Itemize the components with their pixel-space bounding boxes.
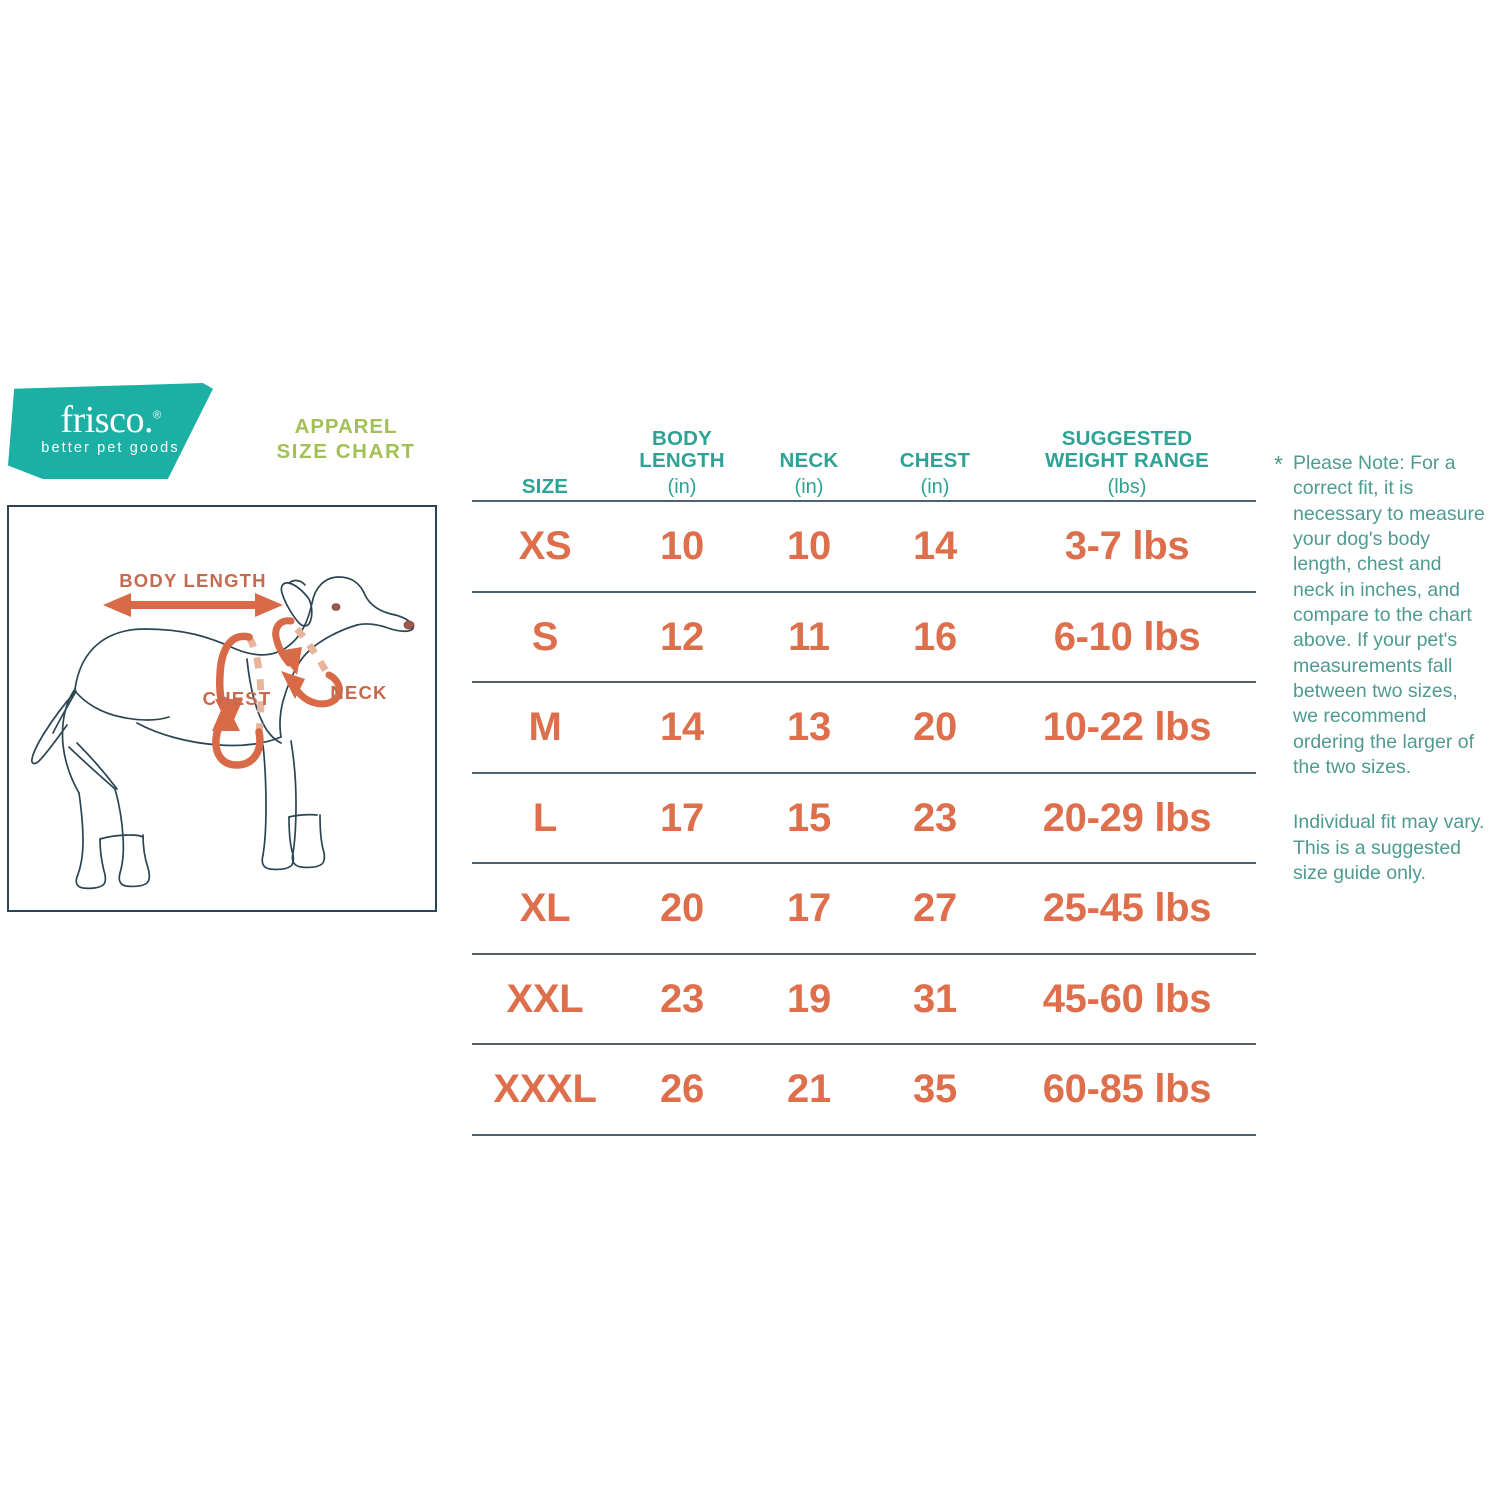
cell-weight: 6-10 lbs [1053, 614, 1201, 659]
neck-label: NECK [330, 682, 387, 703]
brand-name: frisco [60, 399, 144, 441]
cell-body-length: 20 [660, 886, 704, 931]
neck-measurement-loop-icon [272, 617, 343, 708]
column-header-suggested-weight-range: SUGGESTED WEIGHT RANGE (lbs) [998, 428, 1256, 500]
cell-chest: 16 [913, 614, 957, 659]
cell-size: XL [519, 886, 571, 931]
cell-body-length: 14 [660, 705, 704, 750]
dog-outline-icon [31, 576, 415, 890]
cell-size: XXXL [493, 1067, 597, 1112]
cell-chest: 23 [913, 795, 957, 840]
apparel-size-table: SIZE BODY LENGTH (in) NECK (in) CHEST (i… [472, 412, 1256, 1136]
chest-label: CHEST [203, 688, 272, 709]
cell-chest: 35 [913, 1067, 957, 1112]
body-length-arrow-icon [103, 593, 283, 617]
column-header-size-label: SIZE [521, 475, 569, 499]
brand-tagline: better pet goods [41, 440, 180, 456]
column-header-weight-unit: (lbs) [1107, 475, 1147, 498]
table-row: XL 20 17 27 25-45 lbs [472, 862, 1256, 953]
cell-size: L [532, 795, 558, 840]
table-row: S 12 11 16 6-10 lbs [472, 590, 1256, 682]
column-header-size: SIZE [472, 476, 618, 500]
table-row: XXXL 26 21 35 60-85 lbs [472, 1043, 1256, 1136]
cell-body-length: 23 [660, 976, 704, 1021]
cell-neck: 11 [788, 614, 830, 659]
column-header-body-length: BODY LENGTH (in) [618, 428, 746, 500]
registered-trademark-icon: ® [152, 409, 161, 422]
note-paragraph-2: Individual fit may vary. This is a sugge… [1293, 811, 1485, 885]
cell-body-length: 10 [660, 524, 704, 569]
body-length-label: BODY LENGTH [119, 570, 267, 591]
cell-size: XS [518, 524, 572, 569]
cell-chest: 14 [913, 524, 957, 569]
column-header-neck: NECK (in) [746, 450, 872, 500]
cell-weight: 60-85 lbs [1042, 1067, 1212, 1112]
cell-weight: 45-60 lbs [1042, 976, 1212, 1021]
column-header-chest-unit: (in) [920, 475, 950, 498]
chest-measurement-loop-icon [212, 632, 265, 769]
note-paragraph-1: Please Note: For a correct fit, it is ne… [1293, 452, 1485, 779]
column-header-neck-unit: (in) [794, 475, 824, 498]
column-header-body-length-line1: BODY [651, 427, 713, 451]
frisco-logo-badge: frisco.® better pet goods [8, 383, 213, 479]
cell-chest: 27 [913, 886, 957, 931]
column-header-body-length-unit: (in) [667, 475, 697, 498]
cell-neck: 21 [787, 1067, 831, 1112]
cell-size: XXL [506, 976, 584, 1021]
dog-diagram-svg: BODY LENGTH CHEST NECK [31, 570, 415, 890]
cell-neck: 19 [787, 976, 831, 1021]
cell-chest: 20 [913, 705, 957, 750]
column-header-body-length-line2: LENGTH [639, 449, 725, 473]
cell-weight: 3-7 lbs [1064, 524, 1190, 569]
table-row: L 17 15 23 20-29 lbs [472, 771, 1256, 863]
cell-chest: 31 [913, 976, 957, 1021]
please-note-block: * Please Note: For a correct fit, it is … [1274, 451, 1485, 887]
cell-neck: 17 [787, 886, 831, 931]
table-row: XS 10 10 14 3-7 lbs [472, 500, 1256, 591]
column-header-chest: CHEST (in) [872, 450, 998, 500]
dog-measurement-diagram: BODY LENGTH CHEST NECK [7, 505, 437, 912]
table-row: XXL 23 19 31 45-60 lbs [472, 952, 1256, 1044]
brand-period: . [143, 399, 154, 441]
column-header-weight-line1: SUGGESTED [1061, 427, 1193, 451]
cell-body-length: 12 [660, 614, 704, 659]
table-header-row: SIZE BODY LENGTH (in) NECK (in) CHEST (i… [472, 412, 1256, 500]
cell-neck: 13 [787, 705, 831, 750]
column-header-chest-label: CHEST [899, 449, 971, 473]
cell-body-length: 26 [660, 1067, 704, 1112]
cell-size: S [531, 614, 559, 659]
cell-neck: 10 [787, 524, 831, 569]
table-row: M 14 13 20 10-22 lbs [472, 681, 1256, 772]
column-header-weight-line2: WEIGHT RANGE [1044, 449, 1210, 473]
cell-weight: 20-29 lbs [1042, 795, 1212, 840]
brand-wordmark: frisco.® [8, 401, 213, 439]
page-title-line2: SIZE CHART [276, 440, 416, 463]
cell-weight: 10-22 lbs [1042, 705, 1212, 750]
cell-size: M [528, 705, 562, 750]
cell-weight: 25-45 lbs [1042, 886, 1212, 931]
page-title-line1: APPAREL [294, 415, 398, 438]
cell-neck: 15 [787, 795, 831, 840]
asterisk-icon: * [1274, 451, 1283, 477]
column-header-neck-label: NECK [779, 449, 839, 473]
page-title: APPAREL SIZE CHART [266, 414, 426, 464]
cell-body-length: 17 [660, 795, 704, 840]
